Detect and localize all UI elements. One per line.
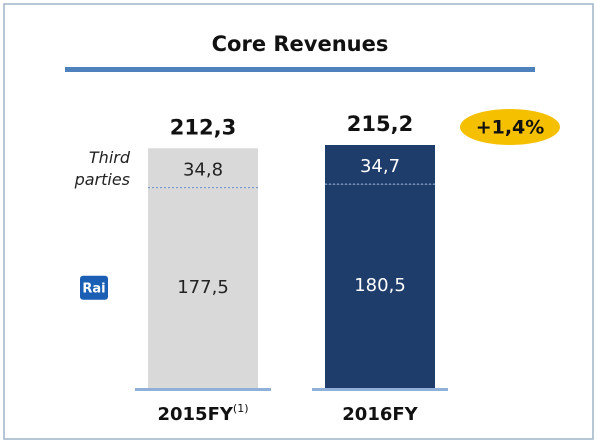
legend-line: parties <box>74 169 130 188</box>
legend-label: Rai <box>82 281 105 296</box>
baseline <box>312 388 448 391</box>
badge <box>460 109 560 145</box>
x-tick-label: 2015FY(1) <box>157 402 248 425</box>
rai-logo <box>80 275 108 300</box>
value-label: 177,5 <box>177 277 229 298</box>
x-tick-label: 2016FY <box>342 404 418 425</box>
legend-line: Third <box>89 147 131 166</box>
total-label: 212,3 <box>170 115 236 139</box>
footnote-mark: (1) <box>233 402 249 415</box>
category: 2015FY <box>157 404 233 425</box>
value-label: 34,7 <box>360 156 400 177</box>
bar-segment <box>148 187 258 388</box>
value-label: 34,8 <box>183 159 223 180</box>
category: 2016FY <box>342 404 418 425</box>
title-underline <box>65 67 535 72</box>
total-label: 215,2 <box>347 112 413 136</box>
bar-segment <box>325 145 435 185</box>
value-label: 180,5 <box>354 275 406 296</box>
bar-segment <box>148 148 258 188</box>
panel <box>3 3 594 440</box>
bar-segment <box>325 184 435 388</box>
baseline <box>135 388 271 391</box>
annotation: +1,4% <box>476 117 545 139</box>
legend-label: Third parties <box>74 147 131 188</box>
chart-title: Core Revenues <box>212 32 389 56</box>
